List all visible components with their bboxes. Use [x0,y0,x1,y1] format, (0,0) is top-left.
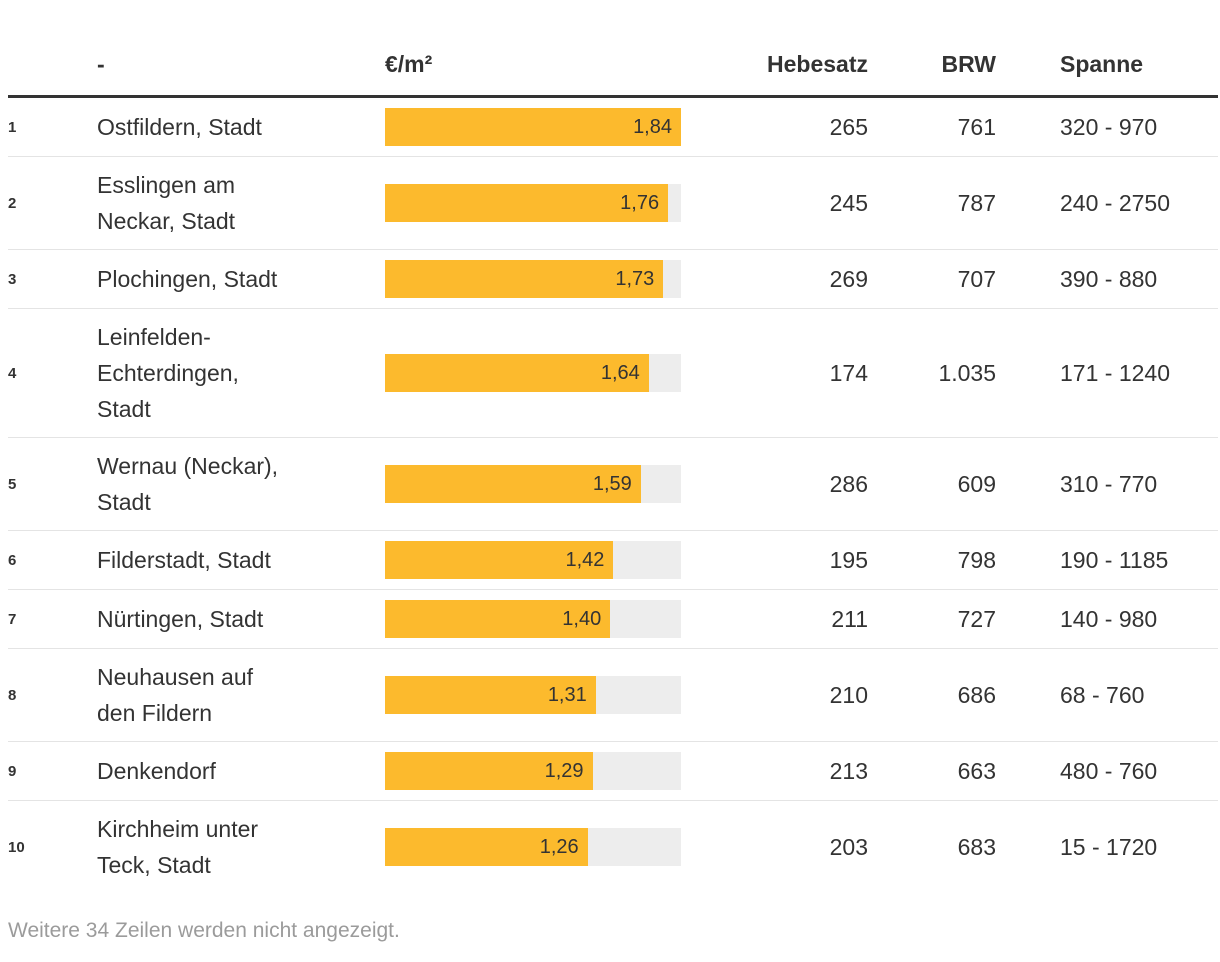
brw-value: 609 [957,470,996,497]
municipality-name: Leinfelden-Echterdingen, Stadt [97,324,239,422]
column-header-hebesatz: Hebesatz [767,51,868,77]
row-rank: 5 [8,475,17,493]
bar-value-label: 1,31 [547,683,587,706]
municipality-name: Denkendorf [97,758,216,784]
spanne-value: 310 - 770 [1060,470,1158,497]
bar-fill: 1,26 [385,828,588,866]
hebesatz-value: 211 [831,605,868,632]
bar-fill: 1,84 [385,108,681,146]
row-rank: 10 [8,838,25,856]
table-row: 2 Esslingen am Neckar, Stadt 1,76 245 78… [8,156,1218,249]
spanne-value: 140 - 980 [1060,605,1158,632]
bar-fill: 1,40 [385,600,611,638]
municipality-name: Nürtingen, Stadt [97,606,264,632]
brw-value: 761 [957,113,996,140]
municipality-name: Kirchheim unter Teck, Stadt [97,816,259,878]
brw-value: 798 [957,546,996,573]
table-row: 5 Wernau (Neckar), Stadt 1,59 286 609 31… [8,437,1218,530]
brw-value: 663 [957,757,996,784]
bar-value-label: 1,59 [592,472,632,495]
table-row: 1 Ostfildern, Stadt 1,84 265 761 320 - 9… [8,98,1218,156]
spanne-value: 68 - 760 [1060,681,1145,708]
bar-fill: 1,31 [385,676,596,714]
bar-fill: 1,42 [385,541,614,579]
row-rank: 2 [8,194,17,212]
hebesatz-value: 203 [829,833,868,860]
municipality-name: Neuhausen auf den Fildern [97,664,254,726]
table-row: 3 Plochingen, Stadt 1,73 269 707 390 - 8… [8,249,1218,308]
bar-value-label: 1,73 [615,267,655,290]
bar-track: 1,26 [385,828,681,866]
column-header-spanne: Spanne [1060,51,1144,77]
bar-value-label: 1,26 [539,835,579,858]
brw-value: 686 [957,681,996,708]
spanne-value: 390 - 880 [1060,265,1158,292]
spanne-value: 480 - 760 [1060,757,1158,784]
hebesatz-value: 269 [829,265,868,292]
bar-track: 1,73 [385,260,681,298]
bar-fill: 1,73 [385,260,664,298]
row-rank: 1 [8,118,17,136]
bar-fill: 1,64 [385,354,649,392]
row-rank: 6 [8,551,17,569]
bar-value-label: 1,76 [620,191,660,214]
spanne-value: 190 - 1185 [1060,546,1169,573]
table-header-row: - €/m² Hebesatz BRW Spanne [8,0,1218,98]
bar-track: 1,40 [385,600,681,638]
hebesatz-value: 286 [829,470,868,497]
bar-fill: 1,29 [385,752,593,790]
table-row: 10 Kirchheim unter Teck, Stadt 1,26 203 … [8,800,1218,893]
hebesatz-value: 210 [829,681,868,708]
hebesatz-value: 265 [829,113,868,140]
bar-value-label: 1,84 [633,115,672,138]
table-row: 7 Nürtingen, Stadt 1,40 211 727 140 - 98… [8,589,1218,648]
row-rank: 9 [8,762,17,780]
table-row: 4 Leinfelden-Echterdingen, Stadt 1,64 17… [8,308,1218,437]
column-header-brw: BRW [941,51,996,77]
bar-track: 1,59 [385,465,681,503]
spanne-value: 320 - 970 [1060,113,1158,140]
bar-track: 1,42 [385,541,681,579]
hebesatz-value: 195 [829,546,868,573]
ranking-table: - €/m² Hebesatz BRW Spanne 1 Ostfildern,… [8,0,1218,893]
table-row: 6 Filderstadt, Stadt 1,42 195 798 190 - … [8,530,1218,589]
column-header-value: €/m² [385,51,433,77]
municipality-name: Filderstadt, Stadt [97,547,271,573]
row-rank: 4 [8,364,17,382]
hebesatz-value: 245 [829,189,868,216]
bar-fill: 1,59 [385,465,641,503]
bar-track: 1,84 [385,108,681,146]
bar-track: 1,76 [385,184,681,222]
bar-track: 1,64 [385,354,681,392]
row-rank: 3 [8,270,17,288]
brw-value: 787 [957,189,996,216]
bar-track: 1,31 [385,676,681,714]
municipality-name: Ostfildern, Stadt [97,114,262,140]
bar-value-label: 1,64 [600,361,640,384]
column-header-rank [8,79,97,95]
spanne-value: 15 - 1720 [1060,833,1158,860]
table-row: 8 Neuhausen auf den Fildern 1,31 210 686… [8,648,1218,741]
bar-value-label: 1,40 [562,607,602,630]
bar-track: 1,29 [385,752,681,790]
municipality-name: Plochingen, Stadt [97,266,278,292]
bar-value-label: 1,29 [544,759,584,782]
municipality-name: Wernau (Neckar), Stadt [97,453,279,515]
municipality-name: Esslingen am Neckar, Stadt [97,172,236,234]
spanne-value: 240 - 2750 [1060,189,1170,216]
brw-value: 727 [957,605,996,632]
hidden-rows-note: Weitere 34 Zeilen werden nicht angezeigt… [8,919,400,942]
row-rank: 7 [8,610,17,628]
brw-value: 683 [957,833,996,860]
brw-value: 707 [957,265,996,292]
brw-value: 1.035 [938,359,996,386]
hebesatz-value: 174 [829,359,868,386]
bar-value-label: 1,42 [565,548,605,571]
row-rank: 8 [8,686,17,704]
column-header-name: - [97,51,105,77]
spanne-value: 171 - 1240 [1060,359,1170,386]
hebesatz-value: 213 [829,757,868,784]
table-row: 9 Denkendorf 1,29 213 663 480 - 760 [8,741,1218,800]
bar-fill: 1,76 [385,184,669,222]
